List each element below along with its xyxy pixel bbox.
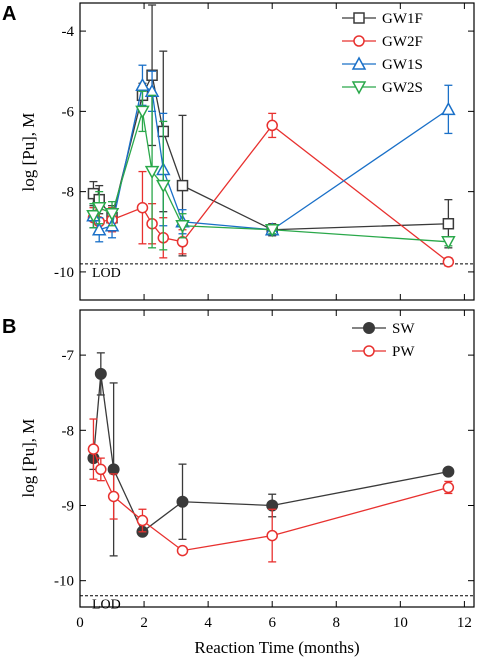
panel-a-y-axis-title: log [Pu], M	[19, 113, 38, 192]
data-point-sw	[442, 465, 455, 478]
panel-b-plot-frame	[79, 309, 475, 608]
data-point-gw1s	[135, 77, 150, 92]
data-point-gw2f	[442, 256, 455, 268]
panel-a-y-tick-label: -6	[62, 104, 75, 120]
data-point-gw1f	[442, 217, 455, 230]
legend-label-pw: PW	[392, 344, 415, 360]
panel-b-x-tick-label: 10	[393, 615, 408, 631]
series-gw2f	[87, 112, 455, 268]
legend-item-gw2s: GW2S	[342, 80, 423, 96]
legend-marker-gw1s	[351, 56, 367, 70]
data-point-gw2s	[264, 224, 280, 238]
data-point-pw	[95, 463, 107, 476]
panel-a-legend: GW1F GW2F GW1S GW2S	[342, 11, 423, 96]
data-point-gw2f	[266, 119, 278, 132]
legend-item-gw2f: GW2F	[342, 34, 423, 50]
panel-a-y-tick-label: -10	[54, 265, 74, 281]
data-point-gw2s	[156, 179, 171, 194]
panel-b-letter: B	[2, 316, 16, 338]
panel-a-lod-label: LOD	[92, 266, 121, 281]
panel-b-x-tick-label: 2	[140, 615, 148, 631]
legend-label-gw2s: GW2S	[382, 80, 423, 96]
data-point-pw	[442, 481, 455, 494]
series-pw	[87, 418, 455, 563]
panel-b-y-tick-label: -10	[54, 574, 74, 590]
panel-b-y-tick-label: -8	[62, 423, 75, 439]
panel-b: B log [Pu], M Reaction Time (months) 0 2 4…	[2, 309, 475, 657]
legend-item-gw1f: GW1F	[342, 11, 423, 27]
panel-b-y-tick-label: -7	[62, 348, 75, 364]
panel-b-lod: LOD	[80, 595, 474, 613]
data-point-gw2f	[136, 201, 149, 214]
legend-label-sw: SW	[392, 321, 415, 337]
series-gw2s	[86, 90, 456, 251]
legend-marker-sw	[363, 322, 375, 334]
panel-b-x-tick-label: 8	[333, 615, 341, 631]
data-point-gw2s	[441, 236, 456, 250]
panel-b-x-ticks: 0 2 4 6 8 10 12	[76, 310, 472, 631]
panel-b-series	[87, 352, 455, 563]
legend-item-sw: SW	[352, 321, 415, 337]
data-point-gw2s	[91, 201, 107, 216]
legend-marker-pw	[363, 345, 375, 357]
data-point-sw	[176, 495, 189, 508]
panel-a-series	[86, 4, 456, 268]
panel-a: A log [Pu], M -10 -8 -6 -4 LOD GW1F GW2F GW1S…	[2, 2, 475, 301]
panel-b-x-axis-title: Reaction Time (months)	[194, 638, 359, 657]
panel-a-plot-frame	[79, 2, 475, 301]
data-point-pw	[107, 490, 120, 503]
legend-label-gw1f: GW1F	[382, 11, 423, 27]
legend-marker-gw2f	[353, 35, 365, 47]
legend-label-gw2f: GW2F	[382, 34, 423, 50]
legend-item-gw1s: GW1S	[342, 56, 423, 73]
legend-marker-gw1f	[353, 12, 365, 24]
legend-item-pw: PW	[352, 344, 415, 360]
data-point-sw	[94, 367, 107, 380]
data-point-pw	[266, 529, 278, 542]
panel-b-y-axis-title: log [Pu], M	[19, 419, 38, 498]
data-point-gw1s	[91, 222, 107, 236]
data-point-gw1s	[441, 101, 456, 116]
panel-b-x-tick-label: 0	[76, 615, 84, 631]
panel-a-lod: LOD	[80, 263, 474, 281]
data-point-gw2s	[135, 105, 150, 119]
panel-b-x-tick-label: 12	[457, 615, 472, 631]
data-point-gw2s	[144, 165, 160, 180]
data-point-gw2s	[86, 209, 101, 224]
panel-a-y-ticks: -10 -8 -6 -4	[54, 24, 474, 281]
data-point-pw	[87, 443, 100, 455]
data-point-gw2s	[175, 220, 190, 234]
panel-a-y-tick-label: -8	[62, 185, 75, 201]
panel-a-letter: A	[2, 3, 16, 25]
panel-b-y-tick-label: -9	[62, 498, 75, 514]
data-point-sw	[107, 463, 120, 476]
data-point-gw1f	[176, 179, 189, 192]
panel-b-y-ticks: -10 -9 -8 -7	[54, 348, 474, 590]
legend-label-gw1s: GW1S	[382, 57, 423, 73]
panel-a-x-ticks	[79, 3, 465, 300]
panel-b-x-tick-label: 6	[268, 615, 276, 631]
data-point-pw	[136, 514, 149, 527]
panel-b-legend: SW PW	[352, 321, 415, 360]
data-point-gw1f	[87, 187, 100, 200]
data-point-pw	[176, 544, 189, 557]
data-point-gw2s	[104, 207, 120, 222]
panel-b-lod-label: LOD	[92, 598, 121, 613]
legend-marker-gw2s	[351, 81, 367, 95]
panel-a-y-tick-label: -4	[62, 24, 75, 40]
panel-b-x-tick-label: 4	[204, 615, 212, 631]
